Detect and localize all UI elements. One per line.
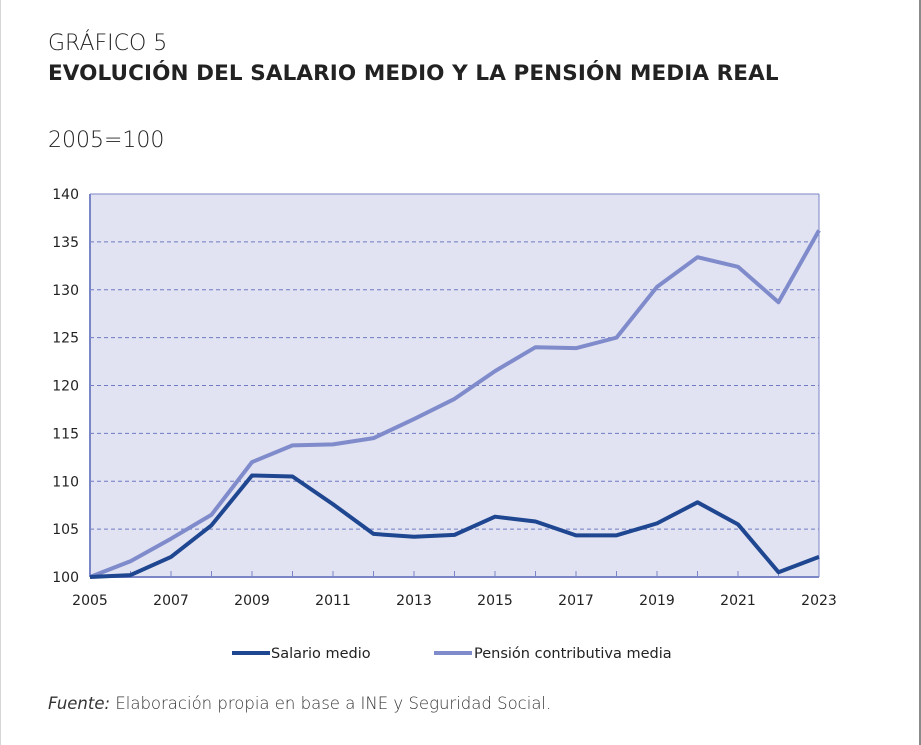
source-note: Fuente: Elaboración propia en base a INE… — [48, 694, 551, 713]
line-chart: 100 105 110 115 120 125 130 135 140 2005 2007 2009… — [52, 187, 837, 662]
legend: Salario medio Pensión contributiva media — [232, 646, 672, 662]
x-axis-labels: 2005 2007 2009 2011 2013 2015 2017 2019 2021 2023 — [72, 593, 837, 609]
series-line-pension-contributiva-media — [89, 229, 821, 579]
frame-right-border — [919, 0, 921, 745]
x-tick-label-2019: 2019 — [639, 593, 675, 609]
source-label: Fuente: — [48, 694, 111, 713]
y-tick-label-100: 100 — [52, 570, 79, 586]
series-line-salario-medio — [89, 473, 820, 579]
y-tick-label-140: 140 — [52, 187, 79, 203]
x-tick-label-2023: 2023 — [801, 593, 837, 609]
y-tick-label-105: 105 — [52, 522, 79, 538]
x-tick-label-2009: 2009 — [234, 593, 270, 609]
x-tick-label-2013: 2013 — [396, 593, 432, 609]
y-tick-label-110: 110 — [52, 474, 79, 490]
y-tick-label-130: 130 — [52, 283, 79, 299]
y-tick-label-135: 135 — [52, 235, 79, 251]
y-tick-label-120: 120 — [52, 379, 79, 395]
figure-label: GRÁFICO 5 — [48, 31, 168, 56]
y-axis-labels: 100 105 110 115 120 125 130 135 140 — [52, 187, 79, 586]
frame-left-border — [0, 0, 1, 745]
x-tick-label-2011: 2011 — [315, 593, 351, 609]
legend-label-salario: Salario medio — [271, 646, 371, 662]
y-tick-label-115: 115 — [52, 426, 79, 442]
x-tick-label-2005: 2005 — [72, 593, 108, 609]
series-lines — [89, 229, 821, 579]
legend-label-pension: Pensión contributiva media — [474, 646, 672, 662]
chart-units: 2005=100 — [48, 128, 165, 153]
y-tick-label-125: 125 — [52, 331, 79, 347]
chart-title: EVOLUCIÓN DEL SALARIO MEDIO Y LA PENSIÓN… — [48, 61, 779, 86]
x-tick-label-2017: 2017 — [558, 593, 594, 609]
x-tick-label-2021: 2021 — [720, 593, 756, 609]
source-text: Elaboración propia en base a INE y Segur… — [115, 694, 552, 713]
x-tick-label-2015: 2015 — [477, 593, 513, 609]
x-tick-label-2007: 2007 — [153, 593, 189, 609]
gridlines — [90, 241, 819, 530]
